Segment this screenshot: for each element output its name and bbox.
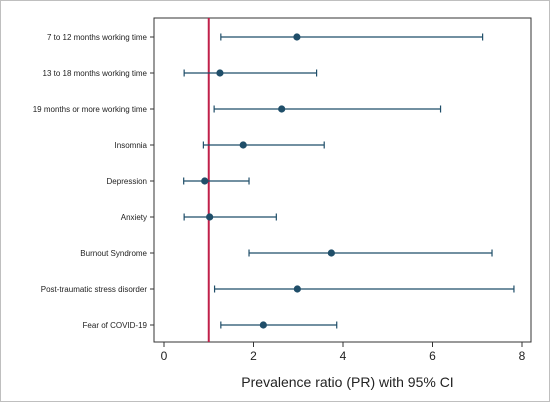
x-axis: 0 2 4 6 8 xyxy=(161,342,526,363)
plot-area xyxy=(153,17,532,343)
forest-row xyxy=(183,69,318,77)
category-label: 19 months or more working time xyxy=(33,105,148,114)
category-label: Post-traumatic stress disorder xyxy=(41,285,148,294)
point-estimate xyxy=(327,249,335,257)
category-label: 7 to 12 months working time xyxy=(47,33,148,42)
point-estimate xyxy=(259,321,267,329)
x-tick-label: 8 xyxy=(519,349,526,363)
point-estimate xyxy=(206,213,214,221)
category-label: Burnout Syndrome xyxy=(80,249,147,258)
category-labels: 7 to 12 months working time 13 to 18 mont… xyxy=(33,33,154,330)
point-estimate xyxy=(293,33,301,41)
point-estimate xyxy=(293,285,301,293)
x-tick-label: 4 xyxy=(340,349,347,363)
forest-row xyxy=(220,33,484,41)
forest-row xyxy=(213,105,442,113)
category-label: 13 to 18 months working time xyxy=(43,69,148,78)
x-tick-label: 2 xyxy=(250,349,257,363)
point-estimate xyxy=(239,141,247,149)
point-estimate xyxy=(201,177,209,185)
forest-row xyxy=(202,141,325,149)
point-estimate xyxy=(278,105,286,113)
x-tick-label: 0 xyxy=(161,349,168,363)
forest-row xyxy=(220,321,338,329)
forest-row xyxy=(213,285,515,293)
x-tick-label: 6 xyxy=(429,349,436,363)
forest-row xyxy=(248,249,493,257)
category-label: Insomnia xyxy=(115,141,148,150)
category-label: Fear of COVID-19 xyxy=(83,321,148,330)
category-label: Depression xyxy=(107,177,147,186)
category-label: Anxiety xyxy=(121,213,147,222)
point-estimate xyxy=(216,69,224,77)
forest-row xyxy=(183,177,250,185)
forest-row xyxy=(183,213,277,221)
x-axis-title: Prevalence ratio (PR) with 95% CI xyxy=(241,374,453,390)
plot-border xyxy=(153,17,532,343)
